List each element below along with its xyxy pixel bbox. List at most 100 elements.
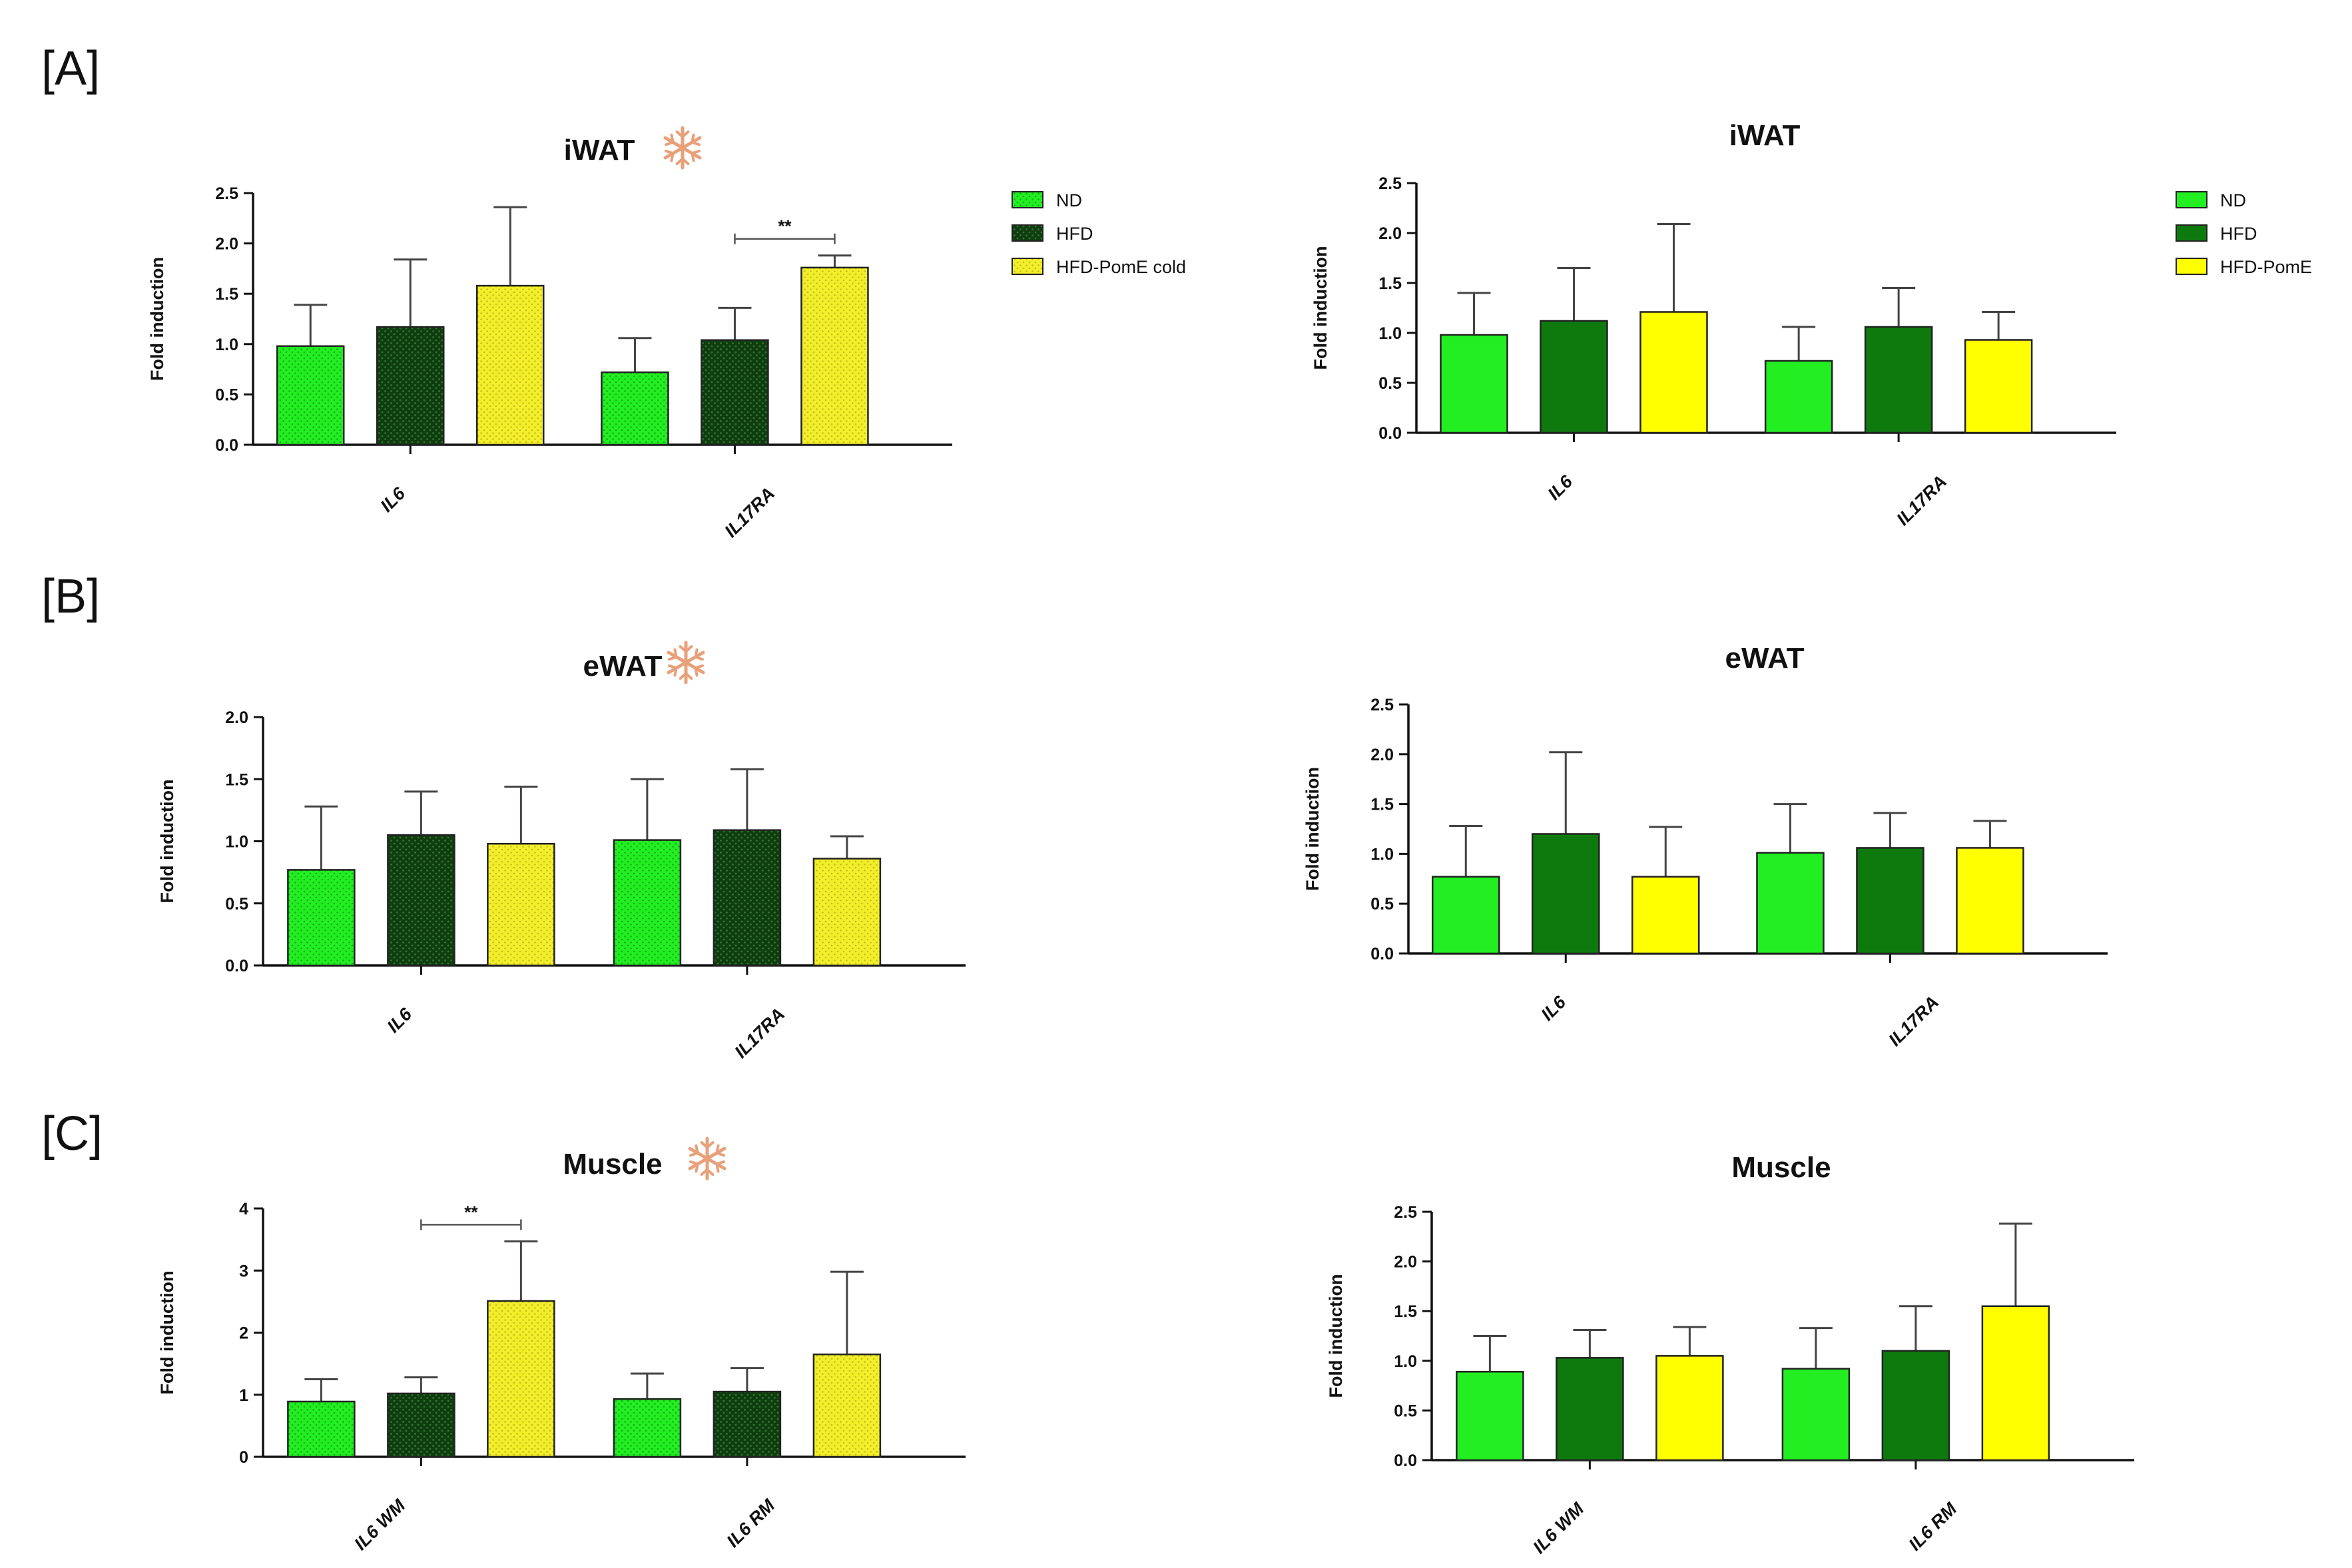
bar-nd-il6	[1440, 334, 1508, 434]
snowflake-arm	[667, 648, 688, 664]
y-tick-label: 0.0	[225, 957, 248, 975]
y-tick-label: 1.0	[1378, 324, 1402, 343]
bar-hfd-pome-cold-il6	[487, 842, 555, 967]
snowflake-icon	[688, 1137, 727, 1180]
legend-swatch	[2176, 258, 2207, 275]
chart-b-cold: eWAT Fold induction 0.0 0.5 1.0 1.5 2.0 IL6 IL17…	[157, 641, 966, 1062]
bar-hfd-pome-il6-rm	[1981, 1305, 2050, 1461]
y-tick-label: 2.0	[225, 708, 248, 727]
x-tick-label: IL6	[383, 1003, 416, 1036]
y-tick-label: 1.5	[1394, 1302, 1417, 1321]
snowflake-arm	[705, 1144, 727, 1161]
x-tick-label: IL17RA	[721, 483, 778, 541]
y-tick-label: 0	[239, 1448, 248, 1467]
x-tick-label: IL17RA	[731, 1004, 788, 1062]
bar-hfd-il6-rm	[1881, 1350, 1950, 1461]
bar-hfd-il6	[376, 326, 445, 446]
bar-hfd-il17ra	[1864, 326, 1933, 434]
chart-c-warm: Muscle Fold induction 0.0 0.5 1.0 1.5 2.0 2.5 IL…	[1326, 1151, 2134, 1557]
bar-hfd-pome-cold-il6	[476, 284, 545, 446]
snowflake-arm	[688, 1157, 709, 1173]
snowflake-stroke	[681, 131, 690, 138]
x-tick-label: IL6	[1544, 471, 1576, 503]
bar-nd-il17ra	[1756, 852, 1825, 955]
chart-title: iWAT	[1729, 119, 1801, 152]
y-tick-label: 4	[239, 1200, 248, 1218]
bar-nd-il17ra	[613, 839, 682, 967]
snowflake-arm	[681, 146, 702, 162]
snowflake-arm	[663, 133, 685, 150]
y-tick-label: 2.5	[1378, 174, 1402, 193]
legend-swatch	[2176, 191, 2207, 208]
bar-hfd-pome-il17ra	[1956, 847, 2024, 955]
legend-swatch	[1012, 258, 1043, 275]
legend-label: ND	[2220, 190, 2246, 210]
bar-hfd-pome-il17ra	[1964, 339, 2033, 434]
y-tick-label: 1.5	[215, 285, 238, 304]
y-tick-label: 1.0	[215, 336, 238, 354]
x-tick-label: IL6 RM	[723, 1495, 778, 1551]
bar-nd-il6	[287, 869, 356, 967]
bar-nd-il17ra	[1764, 360, 1833, 434]
y-tick-label: 2	[239, 1324, 248, 1343]
y-tick-label: 0.0	[1394, 1451, 1417, 1470]
bar-hfd-il6-wm	[1556, 1357, 1624, 1461]
snowflake-arm	[675, 146, 690, 170]
chart-a-cold: iWAT Fold induction 0.0 0.5 1.0 1.5 2.0 2.5 IL6 I…	[147, 126, 1186, 541]
significance-label: **	[464, 1202, 478, 1222]
chart-title: eWAT	[1725, 642, 1805, 674]
y-tick-label: 3	[239, 1262, 248, 1280]
bar-hfd-il6-wm	[387, 1392, 455, 1458]
y-tick-label: 2.0	[1378, 224, 1402, 243]
snowflake-stroke	[694, 666, 699, 677]
bar-hfd-pome-il6	[1639, 311, 1708, 434]
legend-label: HFD-PomE cold	[1056, 257, 1186, 277]
legend-label: ND	[1056, 190, 1082, 210]
snowflake-arm	[705, 1157, 727, 1173]
snowflake-arm	[675, 126, 690, 150]
snowflake-stroke	[689, 1160, 699, 1166]
y-tick-label: 1.5	[1370, 796, 1394, 814]
bar-hfd-il17ra	[713, 829, 782, 967]
snowflake-stroke	[715, 1151, 725, 1157]
chart-title: Muscle	[563, 1148, 662, 1180]
snowflake-stroke	[695, 1144, 699, 1155]
snowflake-arm	[663, 146, 685, 162]
bar-hfd-pome-cold-il17ra	[800, 266, 869, 446]
y-tick-label: 0.5	[1378, 374, 1402, 393]
y-tick-label: 1.5	[1378, 274, 1402, 293]
bar-hfd-il6	[1540, 320, 1608, 434]
snowflake-stroke	[700, 1168, 709, 1176]
snowflake-arm	[679, 660, 693, 684]
y-axis-label: Fold induction	[147, 257, 167, 381]
panel-label-a: [A]	[41, 42, 101, 95]
panel-label-c: [C]	[41, 1107, 103, 1161]
bar-nd-il6-rm	[1781, 1368, 1851, 1461]
snowflake-icon	[663, 126, 702, 170]
y-tick-label: 0.5	[1394, 1402, 1417, 1420]
bar-hfd-pome-cold-il6-wm	[487, 1300, 555, 1458]
significance-label: **	[778, 216, 792, 236]
snowflake-arm	[684, 648, 705, 664]
snowflake-stroke	[691, 152, 695, 162]
y-tick-label: 1.0	[1370, 845, 1394, 864]
y-tick-label: 2.5	[215, 184, 238, 203]
y-tick-label: 2.0	[1394, 1253, 1417, 1272]
snowflake-stroke	[715, 1163, 720, 1173]
y-tick-label: 0.5	[215, 386, 238, 404]
y-tick-label: 2.0	[215, 235, 238, 254]
bar-hfd-il17ra	[1856, 847, 1924, 955]
y-tick-label: 2.5	[1370, 696, 1394, 714]
y-tick-label: 0.0	[1378, 424, 1402, 443]
bar-hfd-il6	[387, 834, 455, 967]
chart-title: iWAT	[564, 134, 635, 166]
x-tick-label: IL6 WM	[1529, 1499, 1588, 1557]
legend-label: HFD	[1056, 224, 1093, 244]
snowflake-stroke	[706, 1141, 715, 1149]
y-tick-label: 2.5	[1394, 1203, 1417, 1222]
y-axis-label: Fold induction	[157, 780, 177, 904]
chart-c-cold: Muscle Fold induction 0 1 2 3 4 IL6 WM IL6 RM **	[157, 1137, 966, 1554]
y-axis-label: Fold induction	[157, 1271, 177, 1395]
y-tick-label: 0.0	[215, 436, 238, 455]
